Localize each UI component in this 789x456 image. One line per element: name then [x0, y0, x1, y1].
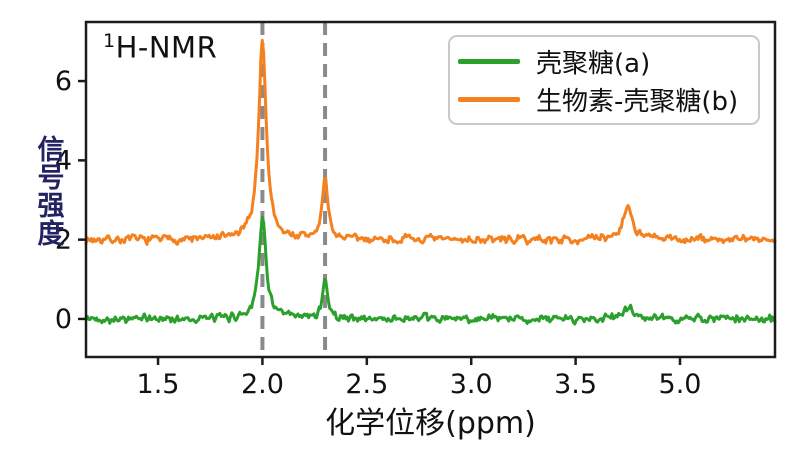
guide-lines	[260, 22, 328, 357]
legend: 壳聚糖(a) 生物素-壳聚糖(b)	[448, 35, 760, 125]
x-tick-label-3.5: 3.5	[554, 369, 597, 400]
title-text: H-NMR	[115, 30, 218, 65]
x-tick-label-3.0: 3.0	[450, 369, 493, 400]
y-axis-label-char: 强	[37, 191, 65, 222]
legend-swatch-green-line	[458, 58, 520, 64]
legend-label-chitosan: 壳聚糖(a)	[536, 48, 651, 79]
legend-label-biotin-chitosan: 生物素-壳聚糖(b)	[536, 86, 739, 117]
plot-border	[84, 20, 777, 359]
y-axis-label-char: 度	[37, 219, 65, 250]
series	[84, 38, 777, 326]
y-axis-label-char: 信	[37, 135, 65, 166]
legend-item-chitosan: 壳聚糖(a)	[458, 43, 750, 80]
axes-ticks: 1.5 2.0 2.5 3.0 3.5 5.0 0 2 4 6	[55, 66, 702, 400]
legend-item-biotin-chitosan: 生物素-壳聚糖(b)	[458, 81, 750, 118]
y-tick-label-0: 0	[55, 304, 72, 335]
legend-swatch-orange-line	[458, 96, 520, 102]
x-axis-label: 化学位移(ppm)	[325, 406, 536, 441]
y-axis-label: 信号强度	[36, 137, 66, 249]
y-tick-label-2: 2	[55, 225, 72, 256]
title-superscript: 1	[103, 30, 116, 52]
x-tick-label-5.0: 5.0	[659, 369, 702, 400]
x-tick-label-2.0: 2.0	[241, 369, 284, 400]
trace-chitosan-a	[84, 215, 777, 326]
trace-biotin-chitosan-b	[84, 38, 777, 246]
plot-title: 1H-NMR	[103, 30, 217, 65]
x-tick-label-2.5: 2.5	[345, 369, 388, 400]
y-axis-label-char: 号	[37, 163, 65, 194]
y-tick-label-6: 6	[55, 66, 72, 97]
y-tick-label-4: 4	[55, 145, 72, 176]
x-tick-label-1.5: 1.5	[137, 369, 180, 400]
